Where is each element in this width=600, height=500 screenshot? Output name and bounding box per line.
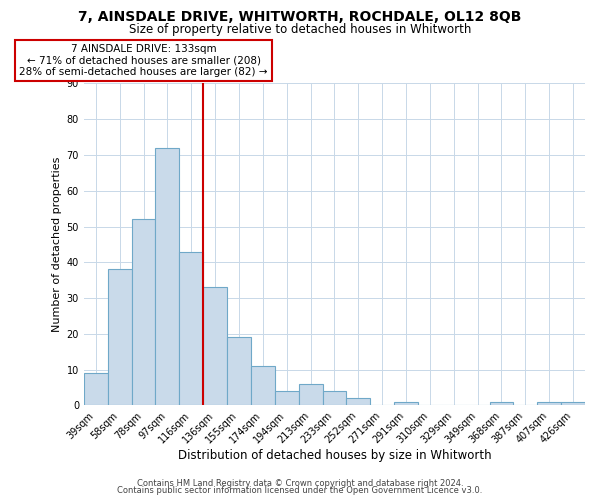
Bar bbox=[275, 391, 299, 406]
Bar bbox=[84, 374, 108, 406]
Bar bbox=[346, 398, 370, 406]
Bar bbox=[323, 391, 346, 406]
Bar bbox=[155, 148, 179, 406]
Bar bbox=[131, 220, 155, 406]
Bar bbox=[108, 270, 131, 406]
X-axis label: Distribution of detached houses by size in Whitworth: Distribution of detached houses by size … bbox=[178, 450, 491, 462]
Text: Contains HM Land Registry data © Crown copyright and database right 2024.: Contains HM Land Registry data © Crown c… bbox=[137, 478, 463, 488]
Bar bbox=[561, 402, 585, 406]
Bar bbox=[299, 384, 323, 406]
Text: Size of property relative to detached houses in Whitworth: Size of property relative to detached ho… bbox=[129, 22, 471, 36]
Bar bbox=[227, 338, 251, 406]
Bar bbox=[394, 402, 418, 406]
Y-axis label: Number of detached properties: Number of detached properties bbox=[52, 156, 62, 332]
Text: 7, AINSDALE DRIVE, WHITWORTH, ROCHDALE, OL12 8QB: 7, AINSDALE DRIVE, WHITWORTH, ROCHDALE, … bbox=[79, 10, 521, 24]
Text: Contains public sector information licensed under the Open Government Licence v3: Contains public sector information licen… bbox=[118, 486, 482, 495]
Bar bbox=[203, 288, 227, 406]
Text: 7 AINSDALE DRIVE: 133sqm
← 71% of detached houses are smaller (208)
28% of semi-: 7 AINSDALE DRIVE: 133sqm ← 71% of detach… bbox=[19, 44, 268, 77]
Bar bbox=[251, 366, 275, 406]
Bar bbox=[490, 402, 514, 406]
Bar bbox=[179, 252, 203, 406]
Bar bbox=[537, 402, 561, 406]
